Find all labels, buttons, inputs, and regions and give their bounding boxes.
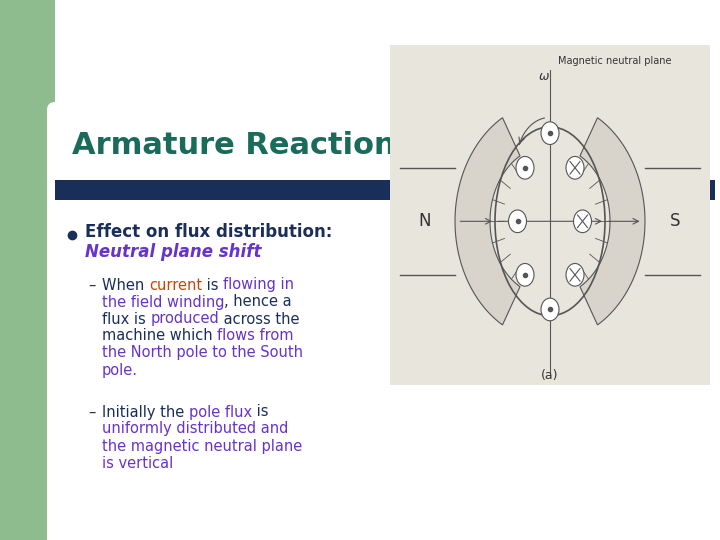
Text: N: N	[419, 212, 431, 230]
Circle shape	[516, 157, 534, 179]
Text: is vertical: is vertical	[102, 456, 174, 470]
Text: is: is	[202, 278, 223, 293]
Polygon shape	[0, 0, 200, 150]
Circle shape	[574, 210, 592, 233]
Text: flowing in: flowing in	[223, 278, 294, 293]
Bar	[55, 180, 715, 200]
Polygon shape	[580, 118, 645, 325]
Text: uniformly distributed and: uniformly distributed and	[102, 422, 289, 436]
Polygon shape	[455, 118, 520, 325]
Text: Initially the: Initially the	[102, 404, 189, 420]
Text: –: –	[88, 404, 95, 420]
Circle shape	[566, 157, 584, 179]
Text: , hence a: , hence a	[225, 294, 292, 309]
Circle shape	[541, 122, 559, 145]
Text: the magnetic neutral plane: the magnetic neutral plane	[102, 438, 302, 454]
Bar	[55, 340, 720, 540]
Text: Armature Reaction: Armature Reaction	[72, 131, 395, 160]
Text: pole.: pole.	[102, 362, 138, 377]
Circle shape	[566, 264, 584, 286]
Text: across the: across the	[219, 312, 300, 327]
Circle shape	[516, 264, 534, 286]
FancyBboxPatch shape	[47, 102, 720, 540]
Polygon shape	[0, 0, 55, 540]
Text: When: When	[102, 278, 149, 293]
Text: current: current	[149, 278, 202, 293]
Text: machine which: machine which	[102, 328, 217, 343]
Circle shape	[541, 298, 559, 321]
Text: the North pole to the South: the North pole to the South	[102, 346, 303, 361]
Text: flux is: flux is	[102, 312, 150, 327]
Text: S: S	[670, 212, 680, 230]
Text: $\omega$: $\omega$	[538, 70, 549, 83]
Text: is: is	[252, 404, 269, 420]
Text: pole flux: pole flux	[189, 404, 252, 420]
Text: (a): (a)	[541, 369, 559, 382]
Text: the field winding: the field winding	[102, 294, 225, 309]
Text: Effect on flux distribution:: Effect on flux distribution:	[85, 223, 333, 241]
Circle shape	[508, 210, 526, 233]
Text: Neutral plane shift: Neutral plane shift	[85, 243, 261, 261]
Text: –: –	[88, 278, 95, 293]
Text: flows from: flows from	[217, 328, 294, 343]
Text: Magnetic neutral plane: Magnetic neutral plane	[557, 56, 671, 66]
Text: produced: produced	[150, 312, 219, 327]
